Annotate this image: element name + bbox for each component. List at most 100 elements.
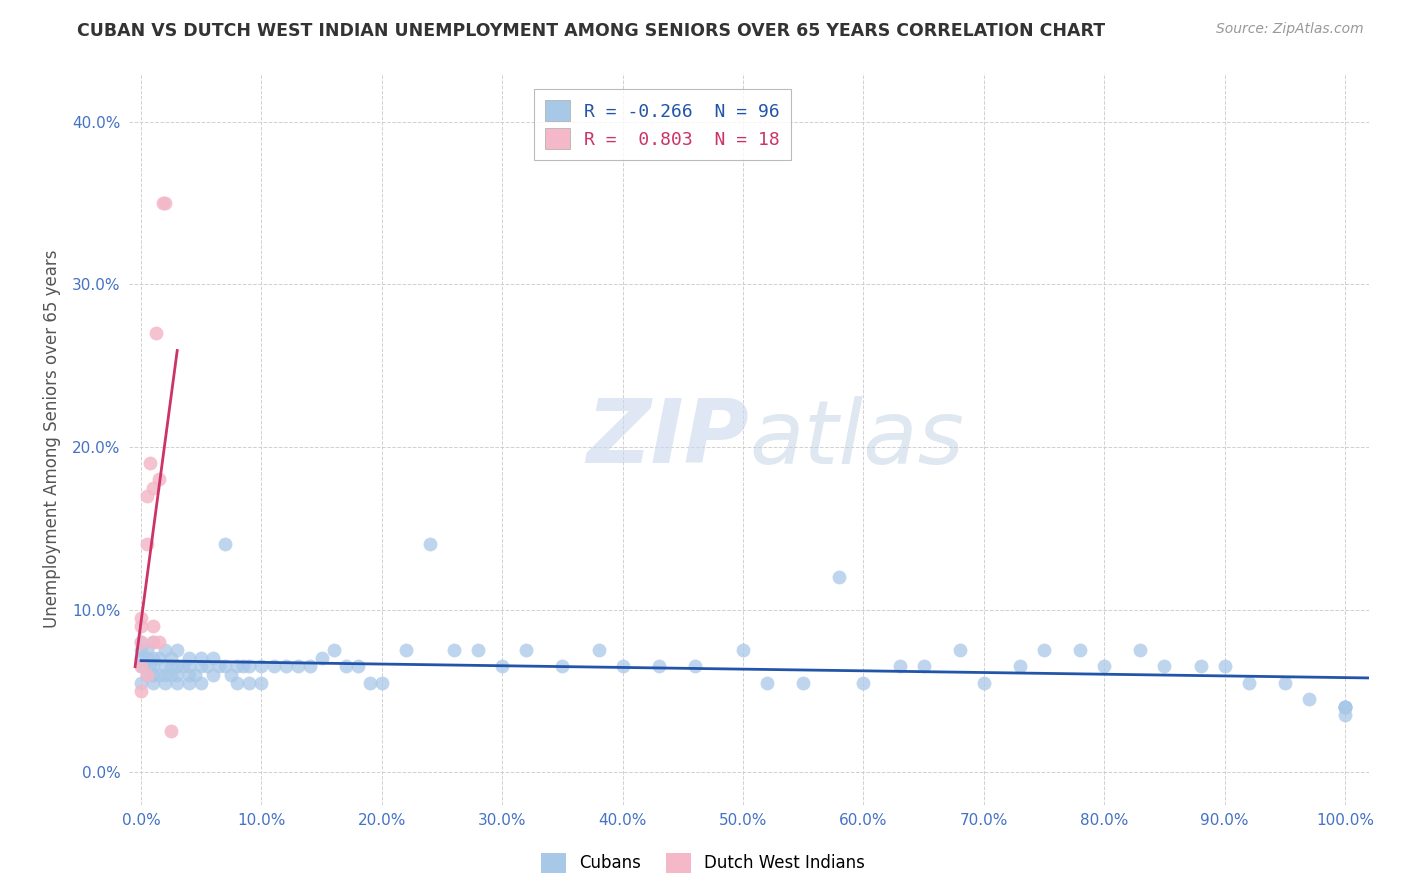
Point: [221, 667, 243, 681]
Point: [1334, 700, 1357, 714]
Point: [1213, 659, 1236, 673]
Point: [274, 659, 297, 673]
Point: [912, 659, 935, 673]
Point: [551, 659, 574, 673]
Point: [129, 643, 152, 657]
Point: [153, 659, 176, 673]
Point: [129, 675, 152, 690]
Point: [419, 537, 441, 551]
Point: [184, 667, 207, 681]
Point: [129, 635, 152, 649]
Point: [129, 635, 152, 649]
Point: [153, 667, 176, 681]
Point: [371, 675, 394, 690]
Text: Source: ZipAtlas.com: Source: ZipAtlas.com: [1216, 22, 1364, 37]
Point: [467, 643, 489, 657]
Point: [1092, 659, 1115, 673]
Point: [142, 667, 165, 681]
Point: [1334, 700, 1357, 714]
Text: ZIP: ZIP: [586, 395, 749, 483]
Point: [731, 643, 754, 657]
Point: [152, 196, 174, 211]
Point: [142, 635, 165, 649]
Point: [311, 651, 333, 665]
Point: [949, 643, 972, 657]
Point: [138, 456, 160, 470]
Point: [322, 643, 344, 657]
Point: [202, 667, 225, 681]
Point: [136, 489, 159, 503]
Point: [148, 635, 170, 649]
Point: [202, 651, 225, 665]
Point: [160, 667, 183, 681]
Point: [136, 537, 159, 551]
Point: [1298, 692, 1320, 706]
Point: [129, 659, 152, 673]
Point: [648, 659, 671, 673]
Point: [226, 659, 249, 673]
Point: [179, 659, 201, 673]
Point: [129, 619, 152, 633]
Point: [226, 675, 249, 690]
Point: [250, 675, 273, 690]
Text: atlas: atlas: [749, 396, 965, 482]
Point: [214, 659, 236, 673]
Point: [129, 683, 152, 698]
Point: [346, 659, 368, 673]
Point: [142, 675, 165, 690]
Point: [683, 659, 706, 673]
Point: [129, 610, 152, 624]
Point: [828, 570, 851, 584]
Y-axis label: Unemployment Among Seniors over 65 years: Unemployment Among Seniors over 65 years: [44, 250, 60, 628]
Point: [756, 675, 779, 690]
Text: CUBAN VS DUTCH WEST INDIAN UNEMPLOYMENT AMONG SENIORS OVER 65 YEARS CORRELATION : CUBAN VS DUTCH WEST INDIAN UNEMPLOYMENT …: [77, 22, 1105, 40]
Point: [166, 667, 188, 681]
Point: [190, 675, 212, 690]
Point: [136, 667, 159, 681]
Point: [298, 659, 321, 673]
Point: [179, 667, 201, 681]
Point: [160, 659, 183, 673]
Point: [142, 651, 165, 665]
Point: [138, 659, 160, 673]
Point: [190, 651, 212, 665]
Point: [359, 675, 381, 690]
Point: [142, 635, 165, 649]
Point: [136, 643, 159, 657]
Point: [148, 472, 170, 486]
Point: [142, 659, 165, 673]
Point: [238, 675, 260, 690]
Point: [172, 659, 194, 673]
Point: [214, 537, 236, 551]
Point: [179, 675, 201, 690]
Point: [153, 643, 176, 657]
Point: [232, 659, 254, 673]
Point: [973, 675, 995, 690]
Point: [142, 481, 165, 495]
Point: [443, 643, 465, 657]
Point: [1008, 659, 1031, 673]
Point: [395, 643, 418, 657]
Point: [136, 651, 159, 665]
Point: [166, 675, 188, 690]
Legend: Cubans, Dutch West Indians: Cubans, Dutch West Indians: [534, 847, 872, 880]
Point: [142, 619, 165, 633]
Point: [1033, 643, 1056, 657]
Point: [852, 675, 875, 690]
Point: [1153, 659, 1175, 673]
Point: [1334, 700, 1357, 714]
Point: [889, 659, 911, 673]
Point: [129, 659, 152, 673]
Point: [250, 659, 273, 673]
Point: [148, 667, 170, 681]
Point: [1334, 700, 1357, 714]
Legend: R = -0.266  N = 96, R =  0.803  N = 18: R = -0.266 N = 96, R = 0.803 N = 18: [534, 89, 790, 160]
Point: [160, 724, 183, 739]
Point: [1237, 675, 1260, 690]
Point: [335, 659, 357, 673]
Point: [153, 196, 176, 211]
Point: [129, 651, 152, 665]
Point: [1189, 659, 1212, 673]
Point: [515, 643, 537, 657]
Point: [238, 659, 260, 673]
